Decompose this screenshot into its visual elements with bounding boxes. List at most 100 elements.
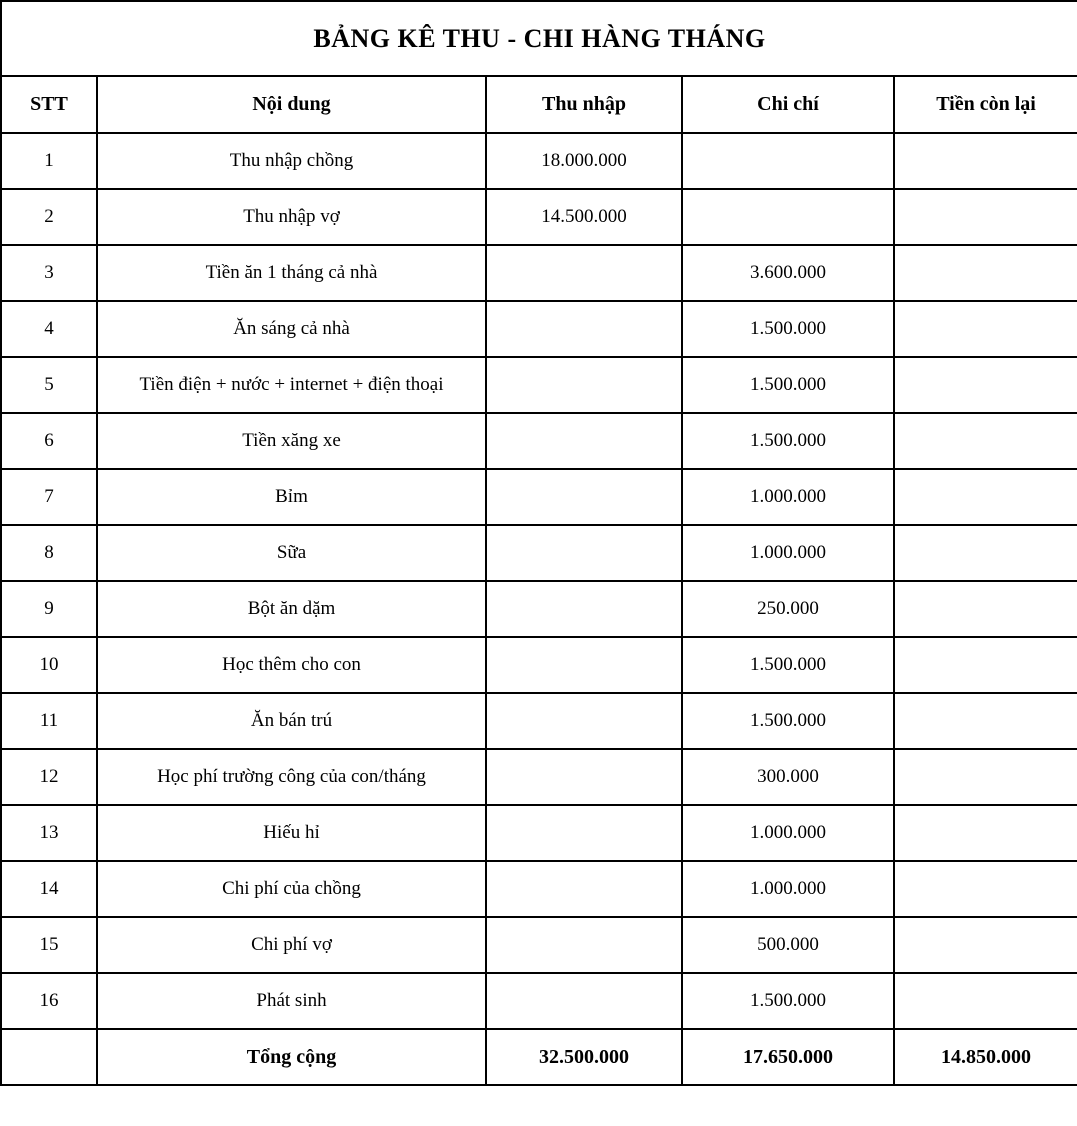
- table-body: 1 Thu nhập chồng 18.000.000 2 Thu nhập vợ 14.…: [0, 132, 1077, 1030]
- table-row: 8 Sữa 1.000.000: [0, 524, 1077, 582]
- cell-tien-con-lai: [892, 804, 1077, 862]
- cell-tien-con-lai: [892, 972, 1077, 1030]
- cell-chi-chi: 500.000: [681, 916, 895, 974]
- total-cell-stt: [0, 1028, 98, 1086]
- cell-stt: 16: [0, 972, 98, 1030]
- total-value-tien-con-lai: 14.850.000: [892, 1028, 1077, 1086]
- cell-chi-chi: 1.500.000: [681, 412, 895, 470]
- cell-tien-con-lai: [892, 244, 1077, 302]
- table-row: 1 Thu nhập chồng 18.000.000: [0, 132, 1077, 190]
- cell-chi-chi: 300.000: [681, 748, 895, 806]
- cell-stt: 4: [0, 300, 98, 358]
- cell-stt: 2: [0, 188, 98, 246]
- cell-thu-nhap: [485, 356, 683, 414]
- cell-chi-chi: 1.500.000: [681, 300, 895, 358]
- column-header-noi-dung: Nội dung: [96, 75, 487, 134]
- cell-stt: 14: [0, 860, 98, 918]
- column-header-tien-con-lai: Tiền còn lại: [892, 75, 1077, 134]
- cell-thu-nhap: [485, 636, 683, 694]
- table-row: 6 Tiền xăng xe 1.500.000: [0, 412, 1077, 470]
- page-title: BẢNG KÊ THU - CHI HÀNG THÁNG: [0, 0, 1077, 77]
- column-header-stt: STT: [0, 75, 98, 134]
- table-row: 12 Học phí trường công của con/tháng 300.0…: [0, 748, 1077, 806]
- cell-stt: 15: [0, 916, 98, 974]
- column-header-thu-nhap: Thu nhập: [485, 75, 683, 134]
- total-value-thu-nhap: 32.500.000: [485, 1028, 683, 1086]
- cell-tien-con-lai: [892, 188, 1077, 246]
- cell-noi-dung: Chi phí của chồng: [96, 860, 487, 918]
- cell-thu-nhap: [485, 748, 683, 806]
- cell-thu-nhap: [485, 412, 683, 470]
- cell-stt: 3: [0, 244, 98, 302]
- cell-thu-nhap: [485, 916, 683, 974]
- cell-chi-chi: 1.500.000: [681, 636, 895, 694]
- cell-chi-chi: 1.000.000: [681, 804, 895, 862]
- header-row: STT Nội dung Thu nhập Chi chí Tiền còn l…: [0, 75, 1077, 134]
- cell-tien-con-lai: [892, 524, 1077, 582]
- cell-stt: 9: [0, 580, 98, 638]
- cell-chi-chi: 250.000: [681, 580, 895, 638]
- title-row: BẢNG KÊ THU - CHI HÀNG THÁNG: [0, 0, 1077, 77]
- table-row: 16 Phát sinh 1.500.000: [0, 972, 1077, 1030]
- cell-thu-nhap: [485, 804, 683, 862]
- cell-noi-dung: Chi phí vợ: [96, 916, 487, 974]
- cell-tien-con-lai: [892, 916, 1077, 974]
- cell-noi-dung: Học thêm cho con: [96, 636, 487, 694]
- table-row: 7 Bỉm 1.000.000: [0, 468, 1077, 526]
- cell-tien-con-lai: [892, 580, 1077, 638]
- cell-stt: 8: [0, 524, 98, 582]
- cell-tien-con-lai: [892, 860, 1077, 918]
- total-value-chi-chi: 17.650.000: [681, 1028, 895, 1086]
- cell-thu-nhap: 14.500.000: [485, 188, 683, 246]
- cell-thu-nhap: [485, 972, 683, 1030]
- column-header-chi-chi: Chi chí: [681, 75, 895, 134]
- cell-thu-nhap: 18.000.000: [485, 132, 683, 190]
- cell-chi-chi: 1.000.000: [681, 524, 895, 582]
- table-row: 5 Tiền điện + nước + internet + điện thoạ…: [0, 356, 1077, 414]
- cell-tien-con-lai: [892, 748, 1077, 806]
- table-row: 14 Chi phí của chồng 1.000.000: [0, 860, 1077, 918]
- table-row: 2 Thu nhập vợ 14.500.000: [0, 188, 1077, 246]
- cell-chi-chi: 1.000.000: [681, 468, 895, 526]
- cell-stt: 6: [0, 412, 98, 470]
- cell-stt: 10: [0, 636, 98, 694]
- cell-tien-con-lai: [892, 356, 1077, 414]
- cell-thu-nhap: [485, 524, 683, 582]
- cell-stt: 12: [0, 748, 98, 806]
- cell-noi-dung: Tiền ăn 1 tháng cả nhà: [96, 244, 487, 302]
- cell-noi-dung: Thu nhập chồng: [96, 132, 487, 190]
- table-row: 11 Ăn bán trú 1.500.000: [0, 692, 1077, 750]
- cell-stt: 5: [0, 356, 98, 414]
- cell-chi-chi: [681, 188, 895, 246]
- cell-tien-con-lai: [892, 412, 1077, 470]
- cell-noi-dung: Tiền điện + nước + internet + điện thoại: [96, 356, 487, 414]
- cell-tien-con-lai: [892, 468, 1077, 526]
- cell-noi-dung: Ăn sáng cả nhà: [96, 300, 487, 358]
- cell-noi-dung: Bột ăn dặm: [96, 580, 487, 638]
- cell-chi-chi: 1.000.000: [681, 860, 895, 918]
- cell-stt: 7: [0, 468, 98, 526]
- total-label: Tổng cộng: [96, 1028, 487, 1086]
- cell-thu-nhap: [485, 468, 683, 526]
- cell-noi-dung: Hiếu hỉ: [96, 804, 487, 862]
- cell-noi-dung: Học phí trường công của con/tháng: [96, 748, 487, 806]
- cell-noi-dung: Sữa: [96, 524, 487, 582]
- cell-thu-nhap: [485, 300, 683, 358]
- table-row: 10 Học thêm cho con 1.500.000: [0, 636, 1077, 694]
- cell-noi-dung: Phát sinh: [96, 972, 487, 1030]
- cell-noi-dung: Ăn bán trú: [96, 692, 487, 750]
- table-row: 9 Bột ăn dặm 250.000: [0, 580, 1077, 638]
- cell-chi-chi: 1.500.000: [681, 972, 895, 1030]
- cell-thu-nhap: [485, 244, 683, 302]
- expense-table: BẢNG KÊ THU - CHI HÀNG THÁNG STT Nội dun…: [0, 0, 1077, 1086]
- cell-chi-chi: 1.500.000: [681, 692, 895, 750]
- cell-stt: 13: [0, 804, 98, 862]
- cell-tien-con-lai: [892, 636, 1077, 694]
- cell-noi-dung: Tiền xăng xe: [96, 412, 487, 470]
- cell-chi-chi: [681, 132, 895, 190]
- total-row: Tổng cộng 32.500.000 17.650.000 14.850.0…: [0, 1028, 1077, 1086]
- cell-noi-dung: Thu nhập vợ: [96, 188, 487, 246]
- table-row: 15 Chi phí vợ 500.000: [0, 916, 1077, 974]
- cell-thu-nhap: [485, 692, 683, 750]
